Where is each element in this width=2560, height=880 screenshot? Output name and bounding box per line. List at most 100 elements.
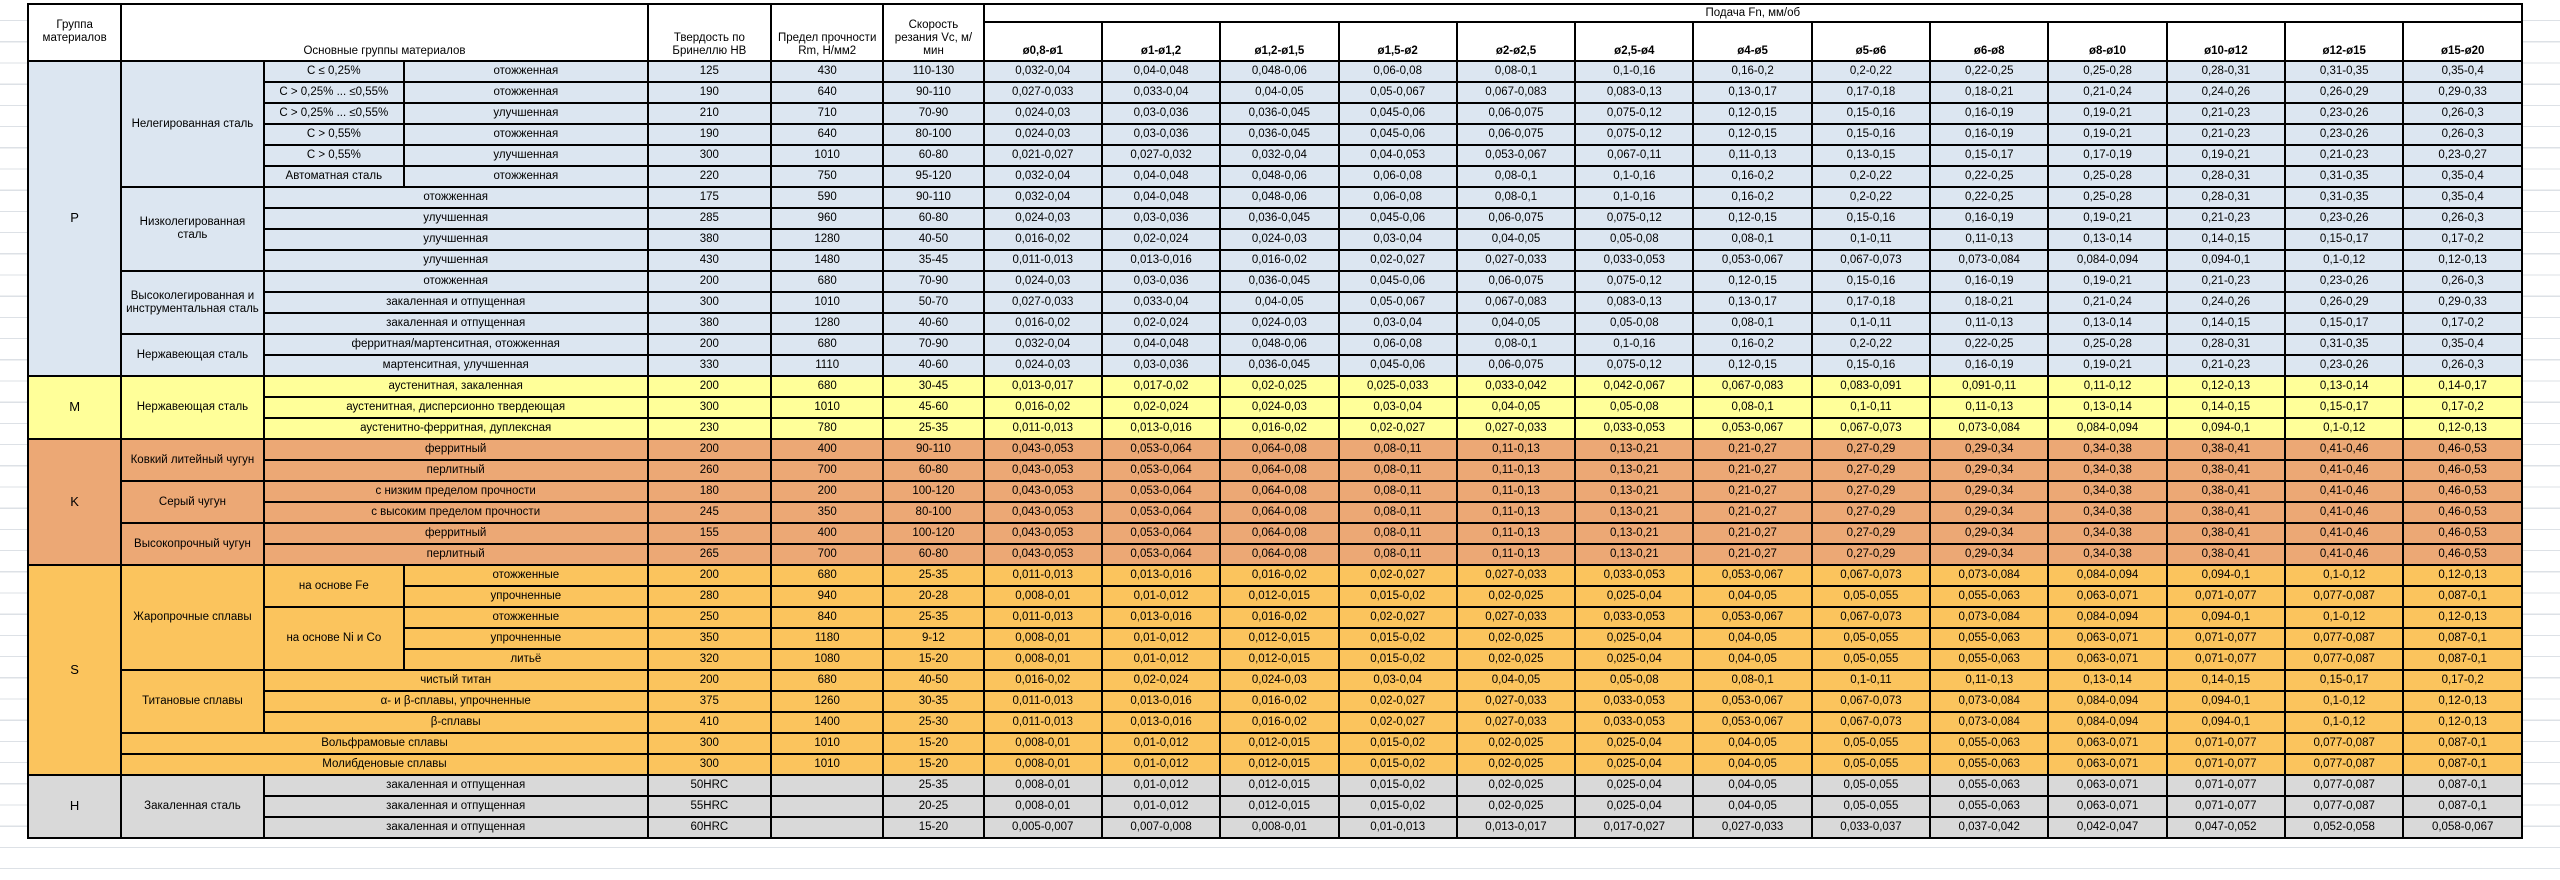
cell-hardness[interactable]: 280 — [646, 585, 773, 608]
cell-group-letter-S[interactable]: S — [26, 564, 123, 776]
cell-feed-4[interactable]: 0,025-0,033 — [1337, 375, 1458, 398]
cell-feed-13[interactable]: 0,46-0,53 — [2402, 501, 2523, 524]
cell-strength[interactable]: 1010 — [770, 291, 885, 314]
cell-strength[interactable]: 940 — [770, 585, 885, 608]
cell-feed-9[interactable]: 0,22-0,25 — [1929, 186, 2050, 209]
cell-feed-6[interactable]: 0,075-0,12 — [1574, 207, 1695, 230]
cell-cutting-speed[interactable]: 25-35 — [882, 774, 985, 797]
cell-feed-11[interactable]: 0,071-0,077 — [2165, 732, 2287, 755]
cell-material-state[interactable]: отожженная — [403, 123, 649, 146]
cell-feed-10[interactable]: 0,084-0,094 — [2047, 564, 2168, 587]
cell-cutting-speed[interactable]: 25-30 — [882, 711, 985, 734]
cell-material-family[interactable]: Жаропрочные сплавы — [120, 564, 265, 671]
cell-strength[interactable]: 680 — [770, 669, 885, 692]
cell-feed-7[interactable]: 0,21-0,27 — [1692, 522, 1813, 545]
cell-feed-13[interactable]: 0,12-0,13 — [2402, 249, 2523, 272]
cell-feed-6[interactable]: 0,083-0,13 — [1574, 81, 1695, 104]
cell-feed-10[interactable]: 0,21-0,24 — [2047, 291, 2168, 314]
cell-feed-11[interactable]: 0,094-0,1 — [2165, 711, 2287, 734]
cell-feed-12[interactable]: 0,15-0,17 — [2284, 228, 2405, 251]
cell-hardness[interactable]: 300 — [646, 732, 773, 755]
cell-strength[interactable]: 400 — [770, 438, 885, 461]
cell-feed-9[interactable]: 0,055-0,063 — [1929, 585, 2050, 608]
cell-feed-11[interactable]: 0,21-0,23 — [2165, 270, 2287, 293]
cell-feed-6[interactable]: 0,033-0,053 — [1574, 564, 1695, 587]
cell-feed-3[interactable]: 0,048-0,06 — [1219, 186, 1340, 209]
cell-feed-7[interactable]: 0,21-0,27 — [1692, 543, 1813, 566]
cell-feed-10[interactable]: 0,34-0,38 — [2047, 543, 2168, 566]
cell-material-state[interactable]: упрочненные — [403, 585, 649, 608]
cell-material-sub[interactable]: C > 0,25% ... ≤0,55% — [262, 81, 406, 104]
cell-feed-2[interactable]: 0,02-0,024 — [1100, 312, 1222, 335]
cell-feed-8[interactable]: 0,27-0,29 — [1810, 459, 1932, 482]
cell-feed-12[interactable]: 0,077-0,087 — [2284, 795, 2405, 818]
cell-feed-5[interactable]: 0,02-0,025 — [1455, 774, 1577, 797]
cell-feed-4[interactable]: 0,08-0,11 — [1337, 501, 1458, 524]
cell-cutting-speed[interactable]: 60-80 — [882, 144, 985, 167]
cell-feed-8[interactable]: 0,27-0,29 — [1810, 501, 1932, 524]
cell-feed-4[interactable]: 0,015-0,02 — [1337, 732, 1458, 755]
cell-feed-11[interactable]: 0,28-0,31 — [2165, 333, 2287, 356]
cell-feed-8[interactable]: 0,15-0,16 — [1810, 102, 1932, 125]
cell-cutting-speed[interactable]: 25-35 — [882, 564, 985, 587]
cell-group-letter-K[interactable]: K — [26, 438, 123, 566]
cell-feed-9[interactable]: 0,29-0,34 — [1929, 501, 2050, 524]
cell-feed-9[interactable]: 0,29-0,34 — [1929, 480, 2050, 503]
cell-cutting-speed[interactable]: 100-120 — [882, 480, 985, 503]
cell-feed-8[interactable]: 0,15-0,16 — [1810, 270, 1932, 293]
cell-material-sub[interactable]: ферритный — [262, 438, 649, 461]
cell-feed-8[interactable]: 0,067-0,073 — [1810, 417, 1932, 440]
cell-material-family[interactable]: Высоколегированная и инструментальная ст… — [120, 270, 265, 335]
cell-feed-9[interactable]: 0,29-0,34 — [1929, 522, 2050, 545]
cell-hardness[interactable]: 300 — [646, 753, 773, 776]
cell-feed-7[interactable]: 0,12-0,15 — [1692, 102, 1813, 125]
cell-feed-3[interactable]: 0,064-0,08 — [1219, 438, 1340, 461]
cell-feed-9[interactable]: 0,15-0,17 — [1929, 144, 2050, 167]
cell-feed-7[interactable]: 0,16-0,2 — [1692, 186, 1813, 209]
cell-cutting-speed[interactable]: 100-120 — [882, 522, 985, 545]
cell-feed-13[interactable]: 0,26-0,3 — [2402, 123, 2523, 146]
cell-feed-5[interactable]: 0,06-0,075 — [1455, 102, 1577, 125]
cell-feed-13[interactable]: 0,29-0,33 — [2402, 81, 2523, 104]
cell-feed-4[interactable]: 0,02-0,027 — [1337, 417, 1458, 440]
cell-hardness[interactable]: 350 — [646, 627, 773, 650]
cell-feed-7[interactable]: 0,13-0,17 — [1692, 291, 1813, 314]
cell-material-sub[interactable]: C > 0,55% — [262, 144, 406, 167]
cell-feed-13[interactable]: 0,12-0,13 — [2402, 711, 2523, 734]
cell-feed-11[interactable]: 0,071-0,077 — [2165, 774, 2287, 797]
cell-feed-1[interactable]: 0,043-0,053 — [982, 501, 1103, 524]
cell-strength[interactable]: 640 — [770, 123, 885, 146]
cell-feed-10[interactable]: 0,25-0,28 — [2047, 333, 2168, 356]
cell-feed-5[interactable]: 0,02-0,025 — [1455, 627, 1577, 650]
cell-feed-10[interactable]: 0,34-0,38 — [2047, 480, 2168, 503]
cell-feed-13[interactable]: 0,12-0,13 — [2402, 606, 2523, 629]
cell-feed-6[interactable]: 0,1-0,16 — [1574, 60, 1695, 83]
cell-material-family[interactable]: Низколегированная сталь — [120, 186, 265, 272]
cell-cutting-speed[interactable]: 70-90 — [882, 102, 985, 125]
cell-hardness[interactable]: 245 — [646, 501, 773, 524]
cell-hardness[interactable]: 250 — [646, 606, 773, 629]
cell-feed-6[interactable]: 0,05-0,08 — [1574, 228, 1695, 251]
cell-feed-5[interactable]: 0,08-0,1 — [1455, 165, 1577, 188]
cell-feed-6[interactable]: 0,075-0,12 — [1574, 123, 1695, 146]
cell-feed-11[interactable]: 0,14-0,15 — [2165, 396, 2287, 419]
header-feed-col-1[interactable]: ø0,8-ø1 — [982, 21, 1103, 62]
cell-material-family[interactable]: Высокопрочный чугун — [120, 522, 265, 566]
cell-feed-11[interactable]: 0,38-0,41 — [2165, 438, 2287, 461]
cell-feed-8[interactable]: 0,2-0,22 — [1810, 165, 1932, 188]
cell-feed-7[interactable]: 0,12-0,15 — [1692, 123, 1813, 146]
cell-strength[interactable]: 680 — [770, 333, 885, 356]
cell-feed-8[interactable]: 0,13-0,15 — [1810, 144, 1932, 167]
cell-feed-1[interactable]: 0,024-0,03 — [982, 123, 1103, 146]
cell-feed-1[interactable]: 0,011-0,013 — [982, 564, 1103, 587]
cell-feed-9[interactable]: 0,22-0,25 — [1929, 165, 2050, 188]
cell-cutting-speed[interactable]: 40-60 — [882, 354, 985, 377]
cell-feed-11[interactable]: 0,38-0,41 — [2165, 501, 2287, 524]
cell-feed-8[interactable]: 0,2-0,22 — [1810, 186, 1932, 209]
cell-hardness[interactable]: 230 — [646, 417, 773, 440]
cell-feed-6[interactable]: 0,1-0,16 — [1574, 186, 1695, 209]
cell-material-sub[interactable]: Автоматная сталь — [262, 165, 406, 188]
cell-feed-5[interactable]: 0,06-0,075 — [1455, 207, 1577, 230]
cell-feed-8[interactable]: 0,067-0,073 — [1810, 606, 1932, 629]
cell-feed-2[interactable]: 0,013-0,016 — [1100, 690, 1222, 713]
